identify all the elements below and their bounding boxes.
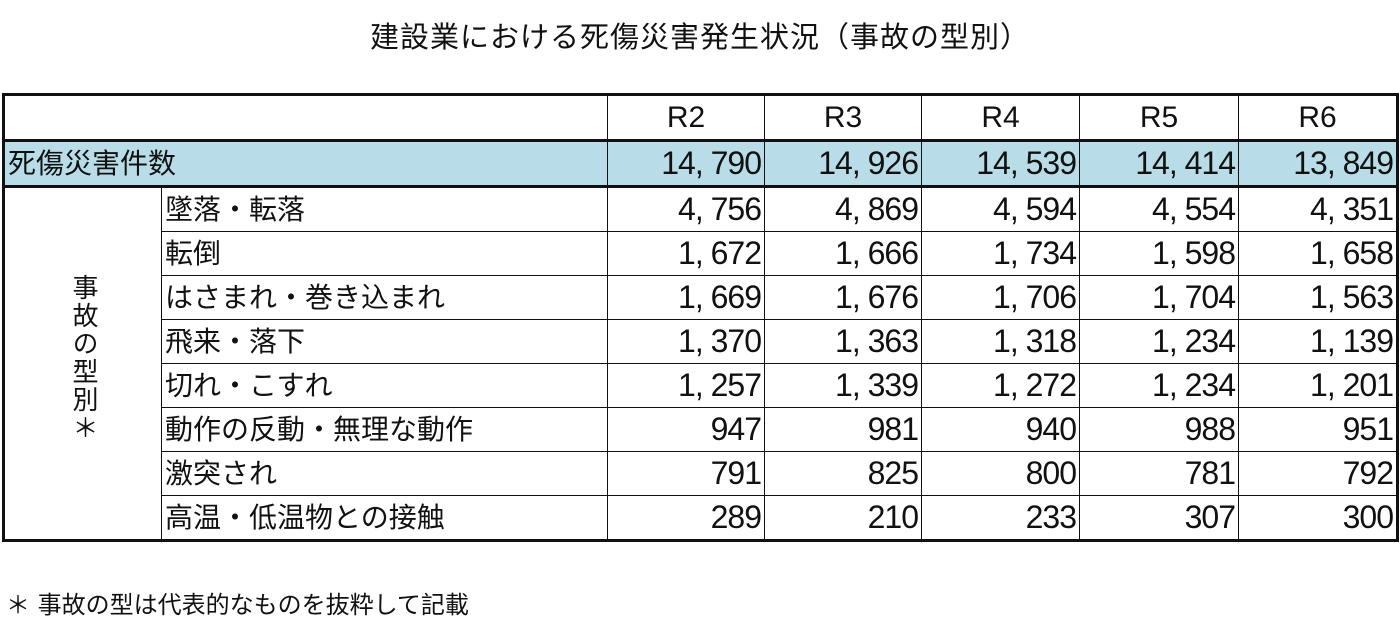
cell-value: 1, 139 bbox=[1238, 319, 1398, 364]
cell-value: 1, 706 bbox=[921, 275, 1080, 320]
cell-value: 947 bbox=[607, 407, 765, 452]
group-label: 事故の型別＊ bbox=[68, 273, 98, 442]
cell-value: 1, 563 bbox=[1238, 275, 1398, 320]
cell-value: 940 bbox=[921, 407, 1080, 452]
total-value: 14, 414 bbox=[1079, 140, 1239, 188]
cell-value: 800 bbox=[921, 451, 1080, 496]
table-row: 転倒 1, 672 1, 666 1, 734 1, 598 1, 658 bbox=[4, 231, 1398, 276]
table-row: 動作の反動・無理な動作 947 981 940 988 951 bbox=[4, 407, 1398, 452]
table-row: 切れ・こすれ 1, 257 1, 339 1, 272 1, 234 1, 201 bbox=[4, 363, 1398, 408]
total-value: 14, 539 bbox=[921, 140, 1080, 188]
year-header: R2 bbox=[607, 94, 765, 142]
cell-value: 1, 234 bbox=[1079, 363, 1239, 408]
cell-value: 300 bbox=[1238, 495, 1398, 541]
row-label: 高温・低温物との接触 bbox=[161, 495, 608, 541]
cell-value: 4, 756 bbox=[607, 186, 765, 232]
row-label: 切れ・こすれ bbox=[161, 363, 608, 408]
cell-value: 1, 676 bbox=[764, 275, 922, 320]
table-row: 激突され 791 825 800 781 792 bbox=[4, 451, 1398, 496]
accident-table: R2 R3 R4 R5 R6 死傷災害件数 14, 790 14, 926 14, 539 1… bbox=[2, 93, 1399, 542]
cell-value: 4, 594 bbox=[921, 186, 1080, 232]
page-title: 建設業における死傷災害発生状況（事故の型別） bbox=[369, 20, 1030, 54]
cell-value: 4, 869 bbox=[764, 186, 922, 232]
cell-value: 1, 658 bbox=[1238, 231, 1398, 276]
cell-value: 4, 554 bbox=[1079, 186, 1239, 232]
year-header: R5 bbox=[1079, 94, 1239, 142]
cell-value: 1, 669 bbox=[607, 275, 765, 320]
total-label: 死傷災害件数 bbox=[3, 140, 608, 188]
cell-value: 981 bbox=[764, 407, 922, 452]
total-value: 13, 849 bbox=[1238, 140, 1398, 188]
cell-value: 781 bbox=[1079, 451, 1239, 496]
total-value: 14, 926 bbox=[764, 140, 922, 188]
footnote: ＊ 事故の型は代表的なものを抜粋して記載 bbox=[6, 591, 469, 619]
row-label: 墜落・転落 bbox=[161, 186, 608, 232]
year-header: R6 bbox=[1238, 94, 1398, 142]
cell-value: 1, 272 bbox=[921, 363, 1080, 408]
cell-value: 233 bbox=[921, 495, 1080, 541]
corner-cell bbox=[3, 94, 608, 142]
cell-value: 1, 672 bbox=[607, 231, 765, 276]
cell-value: 1, 666 bbox=[764, 231, 922, 276]
cell-value: 951 bbox=[1238, 407, 1398, 452]
cell-value: 1, 370 bbox=[607, 319, 765, 364]
table-row: 事故の型別＊ 墜落・転落 4, 756 4, 869 4, 594 4, 554 4, 35… bbox=[3, 186, 1398, 541]
row-label: 動作の反動・無理な動作 bbox=[161, 407, 608, 452]
cell-value: 1, 201 bbox=[1238, 363, 1398, 408]
year-header: R3 bbox=[764, 94, 922, 142]
cell-value: 1, 234 bbox=[1079, 319, 1239, 364]
cell-value: 210 bbox=[764, 495, 922, 541]
cell-value: 792 bbox=[1238, 451, 1398, 496]
row-label: はさまれ・巻き込まれ bbox=[161, 275, 608, 320]
table-row: 高温・低温物との接触 289 210 233 307 300 bbox=[4, 495, 1398, 541]
row-label: 激突され bbox=[161, 451, 608, 496]
cell-value: 1, 318 bbox=[921, 319, 1080, 364]
cell-value: 1, 363 bbox=[764, 319, 922, 364]
cell-value: 825 bbox=[764, 451, 922, 496]
cell-value: 1, 704 bbox=[1079, 275, 1239, 320]
total-value: 14, 790 bbox=[607, 140, 765, 188]
group-cell: 事故の型別＊ bbox=[3, 186, 162, 541]
cell-value: 1, 598 bbox=[1079, 231, 1239, 276]
cell-value: 988 bbox=[1079, 407, 1239, 452]
year-header: R4 bbox=[921, 94, 1080, 142]
cell-value: 1, 734 bbox=[921, 231, 1080, 276]
cell-value: 307 bbox=[1079, 495, 1239, 541]
total-row: 死傷災害件数 14, 790 14, 926 14, 539 14, 414 13, 8… bbox=[3, 140, 1398, 188]
header-row: R2 R3 R4 R5 R6 bbox=[3, 94, 1398, 142]
cell-value: 289 bbox=[607, 495, 765, 541]
cell-value: 4, 351 bbox=[1238, 186, 1398, 232]
cell-value: 1, 339 bbox=[764, 363, 922, 408]
cell-value: 791 bbox=[607, 451, 765, 496]
cell-value: 1, 257 bbox=[607, 363, 765, 408]
row-label: 飛来・落下 bbox=[161, 319, 608, 364]
table-row: 飛来・落下 1, 370 1, 363 1, 318 1, 234 1, 139 bbox=[4, 319, 1398, 364]
table-row: はさまれ・巻き込まれ 1, 669 1, 676 1, 706 1, 704 1, 563 bbox=[4, 275, 1398, 320]
row-label: 転倒 bbox=[161, 231, 608, 276]
